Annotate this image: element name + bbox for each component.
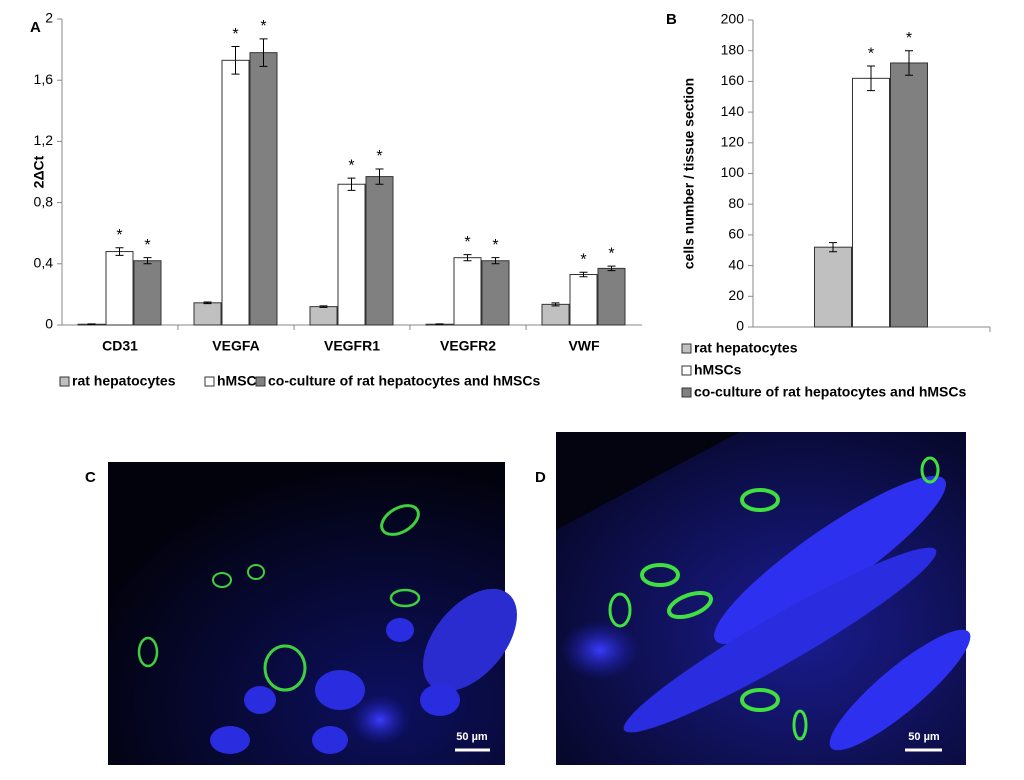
error-bar [347, 177, 356, 191]
bar [481, 260, 510, 326]
error-bar [375, 168, 384, 185]
significance-mark: * [260, 18, 266, 35]
significance-mark: * [492, 237, 498, 254]
y-tick-label: 200 [721, 11, 745, 27]
bar [221, 59, 250, 326]
legend-swatch [204, 376, 215, 387]
bar [890, 62, 928, 328]
legend-label: hMSCs [217, 373, 265, 389]
x-tick-label: VWF [568, 338, 600, 354]
error-bar [463, 254, 472, 262]
legend-label: hMSCs [694, 362, 742, 378]
y-tick-label: 60 [728, 226, 744, 242]
error-bar [579, 271, 588, 278]
bar [814, 246, 852, 328]
significance-mark: * [116, 227, 122, 244]
x-tick-label: VEGFR2 [440, 338, 496, 354]
y-tick-label: 1,2 [34, 132, 54, 148]
y-tick-label: 120 [721, 134, 745, 150]
panel-label: A [30, 19, 41, 36]
significance-mark: * [144, 237, 150, 254]
y-tick-label: 100 [721, 164, 745, 180]
y-tick-label: 140 [721, 103, 745, 119]
legend-label: co-culture of rat hepatocytes and hMSCs [268, 373, 540, 389]
error-bar [607, 265, 616, 272]
significance-mark: * [348, 157, 354, 174]
significance-mark: * [232, 26, 238, 43]
panel-label: D [535, 469, 546, 486]
x-tick-label: CD31 [102, 338, 138, 354]
legend-swatch [681, 387, 692, 398]
y-tick-label: 1,6 [34, 71, 54, 87]
error-bar [259, 38, 268, 67]
y-tick-label: 160 [721, 72, 745, 88]
bar [309, 306, 338, 326]
bar [453, 257, 482, 326]
error-bar [551, 302, 560, 307]
y-axis-label: 2ΔCt [31, 155, 47, 188]
error-bar [435, 323, 444, 326]
y-tick-label: 2 [45, 10, 53, 26]
bar [541, 303, 570, 326]
y-tick-label: 180 [721, 41, 745, 57]
error-bar [867, 65, 875, 92]
bar [597, 267, 626, 326]
error-bar [143, 257, 152, 265]
legend-label: rat hepatocytes [72, 373, 176, 389]
legend-label: rat hepatocytes [694, 340, 798, 356]
y-tick-label: 40 [728, 256, 744, 272]
legend-swatch [681, 365, 692, 376]
error-bar [115, 247, 124, 256]
significance-mark: * [608, 245, 614, 262]
legend-label: co-culture of rat hepatocytes and hMSCs [694, 384, 966, 400]
bar [365, 176, 394, 326]
error-bar [491, 257, 500, 265]
significance-mark: * [464, 234, 470, 251]
x-tick-label: VEGFA [212, 338, 259, 354]
error-bar [319, 305, 328, 308]
micrograph-c: 50 µm [108, 462, 517, 765]
scale-bar-label: 50 µm [456, 731, 488, 743]
micrograph-d: 50 µm [556, 432, 971, 765]
y-tick-label: 20 [728, 287, 744, 303]
significance-mark: * [906, 30, 912, 47]
error-bar [87, 323, 96, 326]
y-tick-label: 0,8 [34, 193, 54, 209]
panel-label: C [85, 469, 96, 486]
error-bar [203, 301, 212, 305]
significance-mark: * [376, 148, 382, 165]
scale-bar-label: 50 µm [908, 731, 940, 743]
panel-label: B [666, 11, 677, 28]
bar [569, 274, 598, 326]
bar [249, 52, 278, 326]
bar [105, 251, 134, 326]
significance-mark: * [868, 45, 874, 62]
y-tick-label: 80 [728, 195, 744, 211]
significance-mark: * [580, 251, 586, 268]
bar [852, 77, 890, 328]
y-tick-label: 0 [45, 316, 53, 332]
bar [337, 183, 366, 326]
legend-swatch [255, 376, 266, 387]
bar [133, 260, 162, 326]
error-bar [829, 242, 837, 253]
bar [193, 302, 222, 326]
legend-swatch [681, 343, 692, 354]
error-bar [231, 46, 240, 75]
y-tick-label: 0 [736, 318, 744, 334]
legend-swatch [59, 376, 70, 387]
y-axis-label: cells number / tissue section [681, 78, 697, 269]
y-tick-label: 0,4 [34, 255, 54, 271]
x-tick-label: VEGFR1 [324, 338, 380, 354]
error-bar [905, 50, 913, 76]
